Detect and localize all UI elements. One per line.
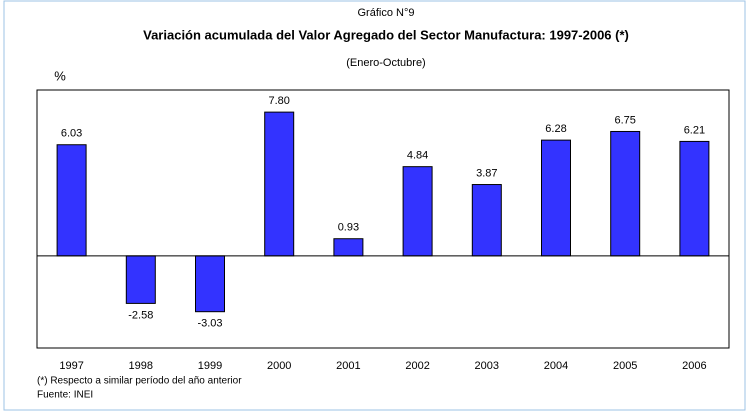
- bar: [195, 255, 225, 313]
- data-label: -2.58: [128, 309, 153, 321]
- bar: [471, 184, 502, 257]
- chart-subtitle: (Enero-Octubre): [346, 57, 425, 69]
- data-label: 6.28: [545, 123, 566, 135]
- data-label: 6.03: [61, 128, 82, 140]
- x-tick-label: 2004: [544, 360, 568, 372]
- source: Fuente: INEI: [37, 390, 93, 401]
- x-tick-label: 2003: [475, 360, 499, 372]
- data-label: 0.93: [338, 222, 359, 234]
- bar: [125, 255, 156, 304]
- data-label: -3.03: [197, 318, 222, 330]
- chart-header: Gráfico N°9: [358, 7, 415, 19]
- data-label: 6.75: [614, 114, 635, 126]
- data-label: 3.87: [476, 167, 497, 179]
- x-tick-label: 2000: [267, 360, 291, 372]
- frame: [3, 0, 746, 411]
- bar: [56, 144, 87, 257]
- footnote: (*) Respecto a similar período del año a…: [37, 376, 242, 387]
- bar: [333, 238, 364, 257]
- bar: [402, 166, 433, 257]
- x-tick-label: 1998: [129, 360, 153, 372]
- x-tick-label: 2001: [336, 360, 360, 372]
- chart-title: Variación acumulada del Valor Agregado d…: [143, 27, 629, 42]
- y-axis-label: %: [54, 68, 66, 83]
- data-label: 6.21: [684, 124, 705, 136]
- x-tick-label: 2006: [682, 360, 706, 372]
- bar: [610, 130, 641, 257]
- bar: [264, 111, 295, 257]
- bar: [679, 140, 710, 257]
- x-tick-label: 2002: [405, 360, 429, 372]
- plot-area: [36, 89, 730, 349]
- x-tick-label: 1997: [59, 360, 83, 372]
- data-label: 7.80: [268, 95, 289, 107]
- x-tick-label: 2005: [613, 360, 637, 372]
- data-label: 4.84: [407, 150, 428, 162]
- bar: [541, 139, 571, 257]
- x-tick-label: 1999: [198, 360, 222, 372]
